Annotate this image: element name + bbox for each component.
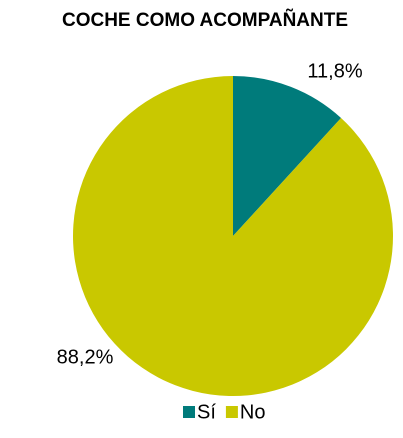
legend-swatch — [183, 406, 195, 418]
pie-slice — [73, 75, 394, 396]
pie-slice — [233, 76, 342, 236]
legend-label: No — [240, 401, 266, 423]
data-label: 88,2% — [57, 346, 114, 368]
legend-swatch — [225, 406, 238, 418]
data-label: 11,8% — [307, 60, 362, 82]
chart-title: COCHE COMO ACOMPAÑANTE — [62, 9, 348, 31]
legend-label: Sí — [197, 401, 216, 423]
